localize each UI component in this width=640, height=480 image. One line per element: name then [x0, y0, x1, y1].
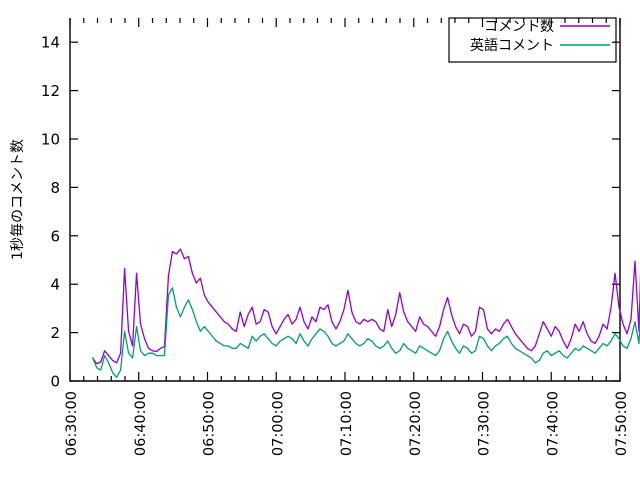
x-tick-label: 06:40:00	[133, 391, 149, 456]
x-tick-label: 07:30:00	[477, 391, 493, 456]
y-axis-title: 1秒毎のコメント数	[10, 139, 26, 260]
x-tick-label: 07:40:00	[545, 391, 561, 456]
series-line-english-comment	[92, 287, 640, 379]
y-tick-label: 2	[50, 324, 60, 342]
x-tick-label: 07:00:00	[270, 391, 286, 456]
x-tick-label: 07:20:00	[408, 391, 424, 456]
x-axis-tick-labels: 06:30:00 06:40:00 06:50:00 07:00:00 07:10:00…	[64, 391, 630, 456]
y-tick-label: 4	[50, 276, 60, 294]
legend-label-comment-count: コメント数	[484, 19, 554, 35]
legend-label-english-comment: 英語コメント	[470, 37, 554, 54]
x-tick-label: 07:10:00	[339, 391, 355, 456]
legend-border	[448, 17, 617, 63]
y-axis-label: 1秒毎のコメント数	[10, 139, 26, 260]
y-tick-label: 6	[50, 227, 60, 245]
y-tick-label: 14	[41, 34, 60, 52]
y-tick-label: 10	[41, 131, 60, 149]
y-tick-label: 8	[50, 179, 60, 197]
x-tick-label: 06:50:00	[202, 391, 218, 456]
data-series-group	[92, 248, 640, 379]
y-axis-tick-labels: 0 2 4 6 8 10 12 14	[41, 34, 60, 391]
x-tick-label: 06:30:00	[64, 391, 80, 456]
x-axis-ticks	[69, 18, 621, 381]
series-line-comment-count	[92, 248, 640, 365]
axis-border	[69, 18, 621, 382]
y-tick-label: 12	[41, 82, 60, 100]
plot-frame	[69, 18, 621, 382]
y-axis-ticks	[70, 41, 620, 382]
x-tick-label: 07:50:00	[614, 391, 630, 456]
y-tick-label: 0	[50, 373, 60, 391]
